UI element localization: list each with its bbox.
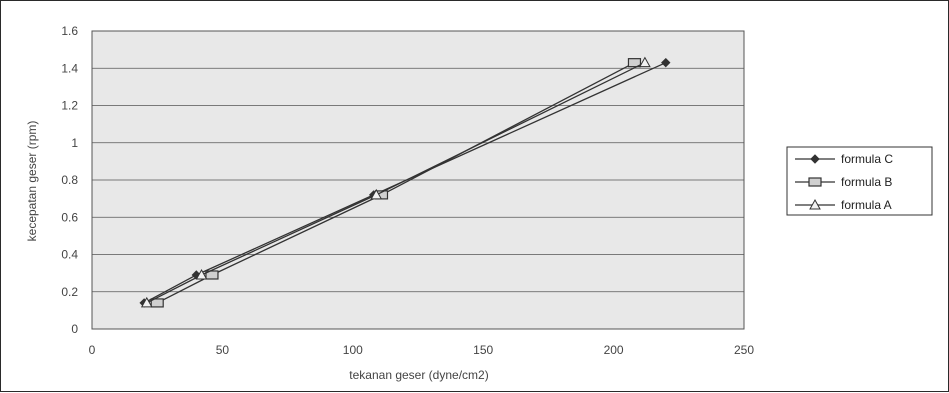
x-tick-label: 250	[734, 343, 754, 357]
x-tick-label: 50	[216, 343, 230, 357]
x-axis-title: tekanan geser (dyne/cm2)	[349, 368, 488, 382]
data-point	[150, 298, 164, 308]
series-triangle	[140, 56, 651, 308]
data-point	[627, 58, 642, 68]
data-point	[195, 268, 208, 280]
legend-label: formula C	[841, 152, 893, 166]
y-tick-label: 1	[71, 136, 78, 150]
legend-marker	[808, 177, 822, 187]
x-tick-labels: 0 50 100 150 200 250	[89, 343, 755, 357]
y-axis-title: kecepatan geser (rpm)	[25, 121, 39, 242]
data-point	[370, 188, 383, 200]
x-tick-label: 0	[89, 343, 96, 357]
x-tick-label: 150	[473, 343, 493, 357]
legend-label: formula B	[841, 175, 892, 189]
legend-label: formula A	[841, 198, 892, 212]
y-tick-label: 0.4	[61, 248, 78, 262]
series-line	[143, 62, 667, 304]
y-tick-label: 0	[71, 322, 78, 336]
legend-item: formula B	[795, 175, 892, 189]
y-tick-labels: 0 0.2 0.4 0.6 0.8 1 1.2 1.4 1.6	[61, 24, 78, 336]
series-line	[146, 62, 646, 304]
y-tick-label: 1.4	[61, 61, 78, 75]
data-point	[661, 57, 671, 68]
y-tick-label: 0.8	[61, 173, 78, 187]
x-tick-label: 200	[604, 343, 624, 357]
legend: formula C formula B formula A	[795, 152, 893, 212]
series-group	[139, 56, 671, 308]
legend-marker	[810, 154, 820, 164]
y-tick-label: 1.6	[61, 24, 78, 38]
x-tick-label: 100	[343, 343, 363, 357]
data-point	[140, 296, 153, 308]
y-tick-label: 1.2	[61, 99, 78, 113]
legend-item: formula A	[795, 198, 892, 212]
y-tick-label: 0.2	[61, 285, 78, 299]
data-point	[639, 56, 651, 68]
series-line	[156, 62, 635, 304]
grid-lines	[92, 67, 744, 293]
legend-marker	[809, 198, 821, 210]
data-point	[205, 270, 219, 280]
legend-item: formula C	[795, 152, 893, 166]
y-tick-label: 0.6	[61, 210, 78, 224]
